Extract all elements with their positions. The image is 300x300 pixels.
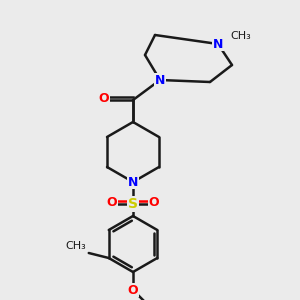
Text: CH₃: CH₃ [230,31,251,41]
Text: O: O [99,92,109,106]
Text: N: N [213,38,223,50]
Text: O: O [107,196,117,209]
Text: N: N [128,176,138,188]
Text: S: S [128,197,138,211]
Text: N: N [155,74,165,86]
Text: CH₃: CH₃ [65,241,86,251]
Text: O: O [128,284,138,296]
Text: O: O [149,196,159,209]
